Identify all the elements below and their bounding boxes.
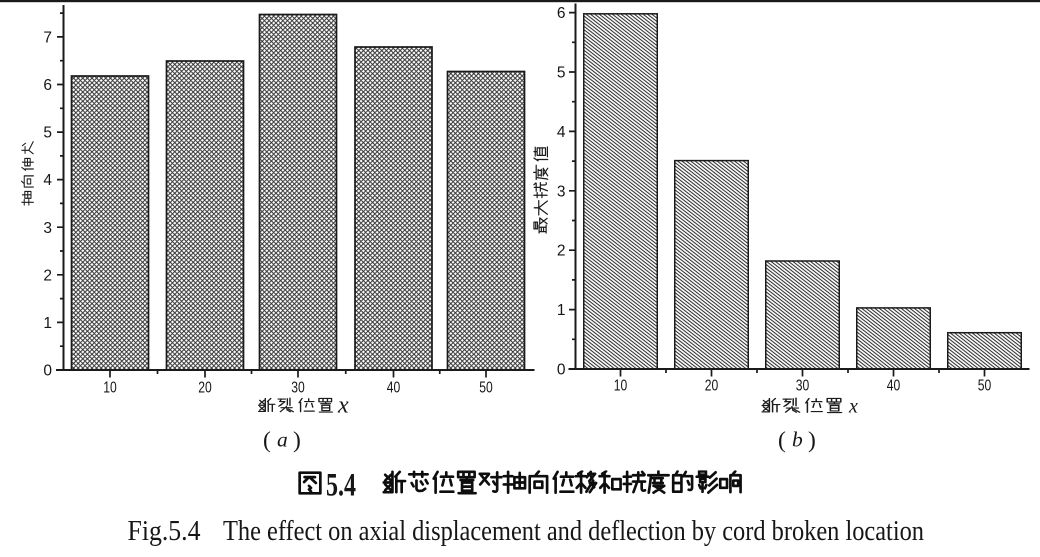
svg-text:): )	[293, 428, 301, 454]
svg-text:40: 40	[387, 380, 401, 397]
svg-text:(: (	[778, 428, 786, 454]
svg-text:6: 6	[557, 5, 566, 22]
svg-text:0: 0	[557, 362, 566, 379]
svg-text:30: 30	[291, 380, 305, 397]
svg-text:5: 5	[43, 125, 52, 142]
svg-text:20: 20	[705, 378, 719, 395]
svg-text:): )	[808, 428, 816, 454]
svg-text:5: 5	[557, 65, 566, 82]
svg-text:0: 0	[43, 363, 52, 380]
svg-text:Fig.5.4: Fig.5.4	[128, 515, 201, 547]
svg-text:50: 50	[479, 380, 493, 397]
svg-text:6: 6	[43, 77, 52, 94]
svg-text:a: a	[277, 428, 288, 452]
svg-text:3: 3	[43, 220, 52, 237]
svg-text:2: 2	[43, 267, 52, 284]
svg-text:30: 30	[796, 378, 810, 395]
svg-text:1: 1	[43, 315, 52, 332]
svg-text:5.4: 5.4	[326, 468, 356, 504]
svg-text:50: 50	[978, 378, 992, 395]
svg-text:7: 7	[43, 30, 52, 47]
svg-text:10: 10	[103, 380, 117, 397]
svg-text:The effect on axial displaceme: The effect on axial displacement and def…	[223, 515, 924, 547]
svg-text:b: b	[792, 428, 803, 452]
svg-text:x: x	[848, 396, 858, 418]
svg-text:10: 10	[614, 378, 628, 395]
svg-text:40: 40	[887, 378, 901, 395]
svg-text:2: 2	[557, 243, 566, 260]
svg-text:1: 1	[557, 302, 566, 319]
svg-text:x: x	[337, 393, 349, 419]
svg-text:4: 4	[557, 124, 566, 141]
svg-text:4: 4	[43, 172, 52, 189]
svg-text:(: (	[263, 428, 271, 454]
svg-text:20: 20	[198, 380, 212, 397]
svg-text:3: 3	[557, 183, 566, 200]
